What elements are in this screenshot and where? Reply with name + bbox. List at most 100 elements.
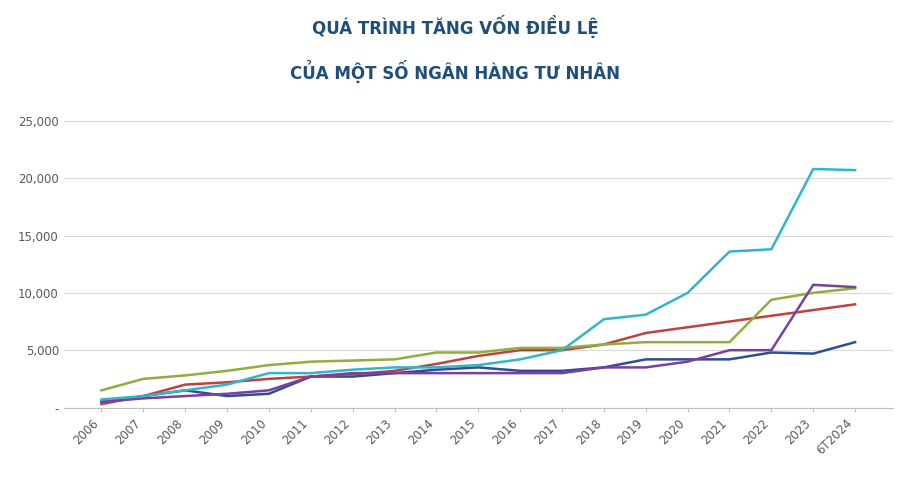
NAB: [221, 391, 232, 397]
NAB: [138, 396, 148, 402]
ABB: [389, 356, 400, 362]
OCB: [640, 312, 651, 318]
VBB: [347, 374, 358, 380]
BAB: [724, 319, 735, 325]
Line: OCB: OCB: [101, 169, 855, 400]
ABB: [640, 339, 651, 345]
VBB: [138, 393, 148, 399]
NAB: [640, 364, 651, 370]
OCB: [557, 347, 568, 353]
NAB: [431, 370, 442, 376]
OCB: [682, 290, 693, 296]
OCB: [850, 167, 861, 173]
OCB: [766, 247, 777, 252]
ABB: [766, 297, 777, 303]
Text: QUÁ TRÌNH TĂNG VỐN ĐIỀU LỆ: QUÁ TRÌNH TĂNG VỐN ĐIỀU LỆ: [312, 15, 599, 38]
VBB: [473, 364, 484, 370]
NAB: [682, 359, 693, 365]
BAB: [263, 376, 274, 382]
NAB: [179, 393, 190, 399]
ABB: [724, 339, 735, 345]
BAB: [221, 379, 232, 385]
VBB: [724, 356, 735, 362]
ABB: [347, 357, 358, 363]
BAB: [179, 382, 190, 388]
NAB: [724, 347, 735, 353]
BAB: [347, 371, 358, 377]
ABB: [221, 368, 232, 374]
BAB: [808, 307, 819, 313]
Line: NAB: NAB: [101, 285, 855, 402]
ABB: [305, 359, 316, 365]
BAB: [766, 313, 777, 319]
ABB: [850, 285, 861, 291]
OCB: [808, 166, 819, 172]
OCB: [221, 382, 232, 388]
VBB: [640, 356, 651, 362]
VBB: [682, 356, 693, 362]
VBB: [599, 364, 609, 370]
OCB: [473, 362, 484, 368]
BAB: [473, 353, 484, 359]
OCB: [389, 364, 400, 370]
VBB: [557, 368, 568, 374]
OCB: [263, 370, 274, 376]
NAB: [305, 374, 316, 380]
OCB: [431, 364, 442, 370]
BAB: [389, 368, 400, 374]
VBB: [221, 393, 232, 399]
VBB: [179, 387, 190, 393]
NAB: [389, 370, 400, 376]
ABB: [138, 376, 148, 382]
NAB: [557, 370, 568, 376]
BAB: [682, 324, 693, 330]
VBB: [431, 367, 442, 373]
BAB: [305, 374, 316, 380]
NAB: [263, 387, 274, 393]
VBB: [766, 349, 777, 355]
OCB: [96, 397, 107, 403]
NAB: [347, 370, 358, 376]
Text: CỦA MỘT SỐ NGÂN HÀNG TƯ NHÂN: CỦA MỘT SỐ NGÂN HÀNG TƯ NHÂN: [291, 60, 620, 83]
OCB: [599, 316, 609, 322]
ABB: [473, 349, 484, 355]
VBB: [389, 370, 400, 376]
NAB: [808, 282, 819, 288]
BAB: [431, 361, 442, 367]
NAB: [599, 364, 609, 370]
NAB: [96, 399, 107, 405]
OCB: [347, 367, 358, 373]
OCB: [179, 387, 190, 393]
OCB: [305, 370, 316, 376]
NAB: [515, 370, 526, 376]
BAB: [557, 347, 568, 353]
ABB: [179, 372, 190, 378]
ABB: [682, 339, 693, 345]
ABB: [599, 341, 609, 347]
Line: VBB: VBB: [101, 342, 855, 402]
ABB: [808, 290, 819, 296]
OCB: [724, 248, 735, 254]
BAB: [515, 347, 526, 353]
ABB: [431, 349, 442, 355]
NAB: [766, 347, 777, 353]
VBB: [850, 339, 861, 345]
Line: BAB: BAB: [101, 304, 855, 404]
VBB: [515, 368, 526, 374]
ABB: [557, 345, 568, 351]
BAB: [599, 341, 609, 347]
VBB: [305, 374, 316, 380]
BAB: [96, 401, 107, 407]
BAB: [640, 330, 651, 336]
NAB: [473, 370, 484, 376]
OCB: [515, 356, 526, 362]
NAB: [850, 284, 861, 290]
VBB: [808, 351, 819, 357]
ABB: [515, 345, 526, 351]
ABB: [263, 362, 274, 368]
ABB: [96, 387, 107, 393]
VBB: [96, 399, 107, 405]
BAB: [850, 301, 861, 307]
BAB: [138, 393, 148, 399]
VBB: [263, 391, 274, 397]
